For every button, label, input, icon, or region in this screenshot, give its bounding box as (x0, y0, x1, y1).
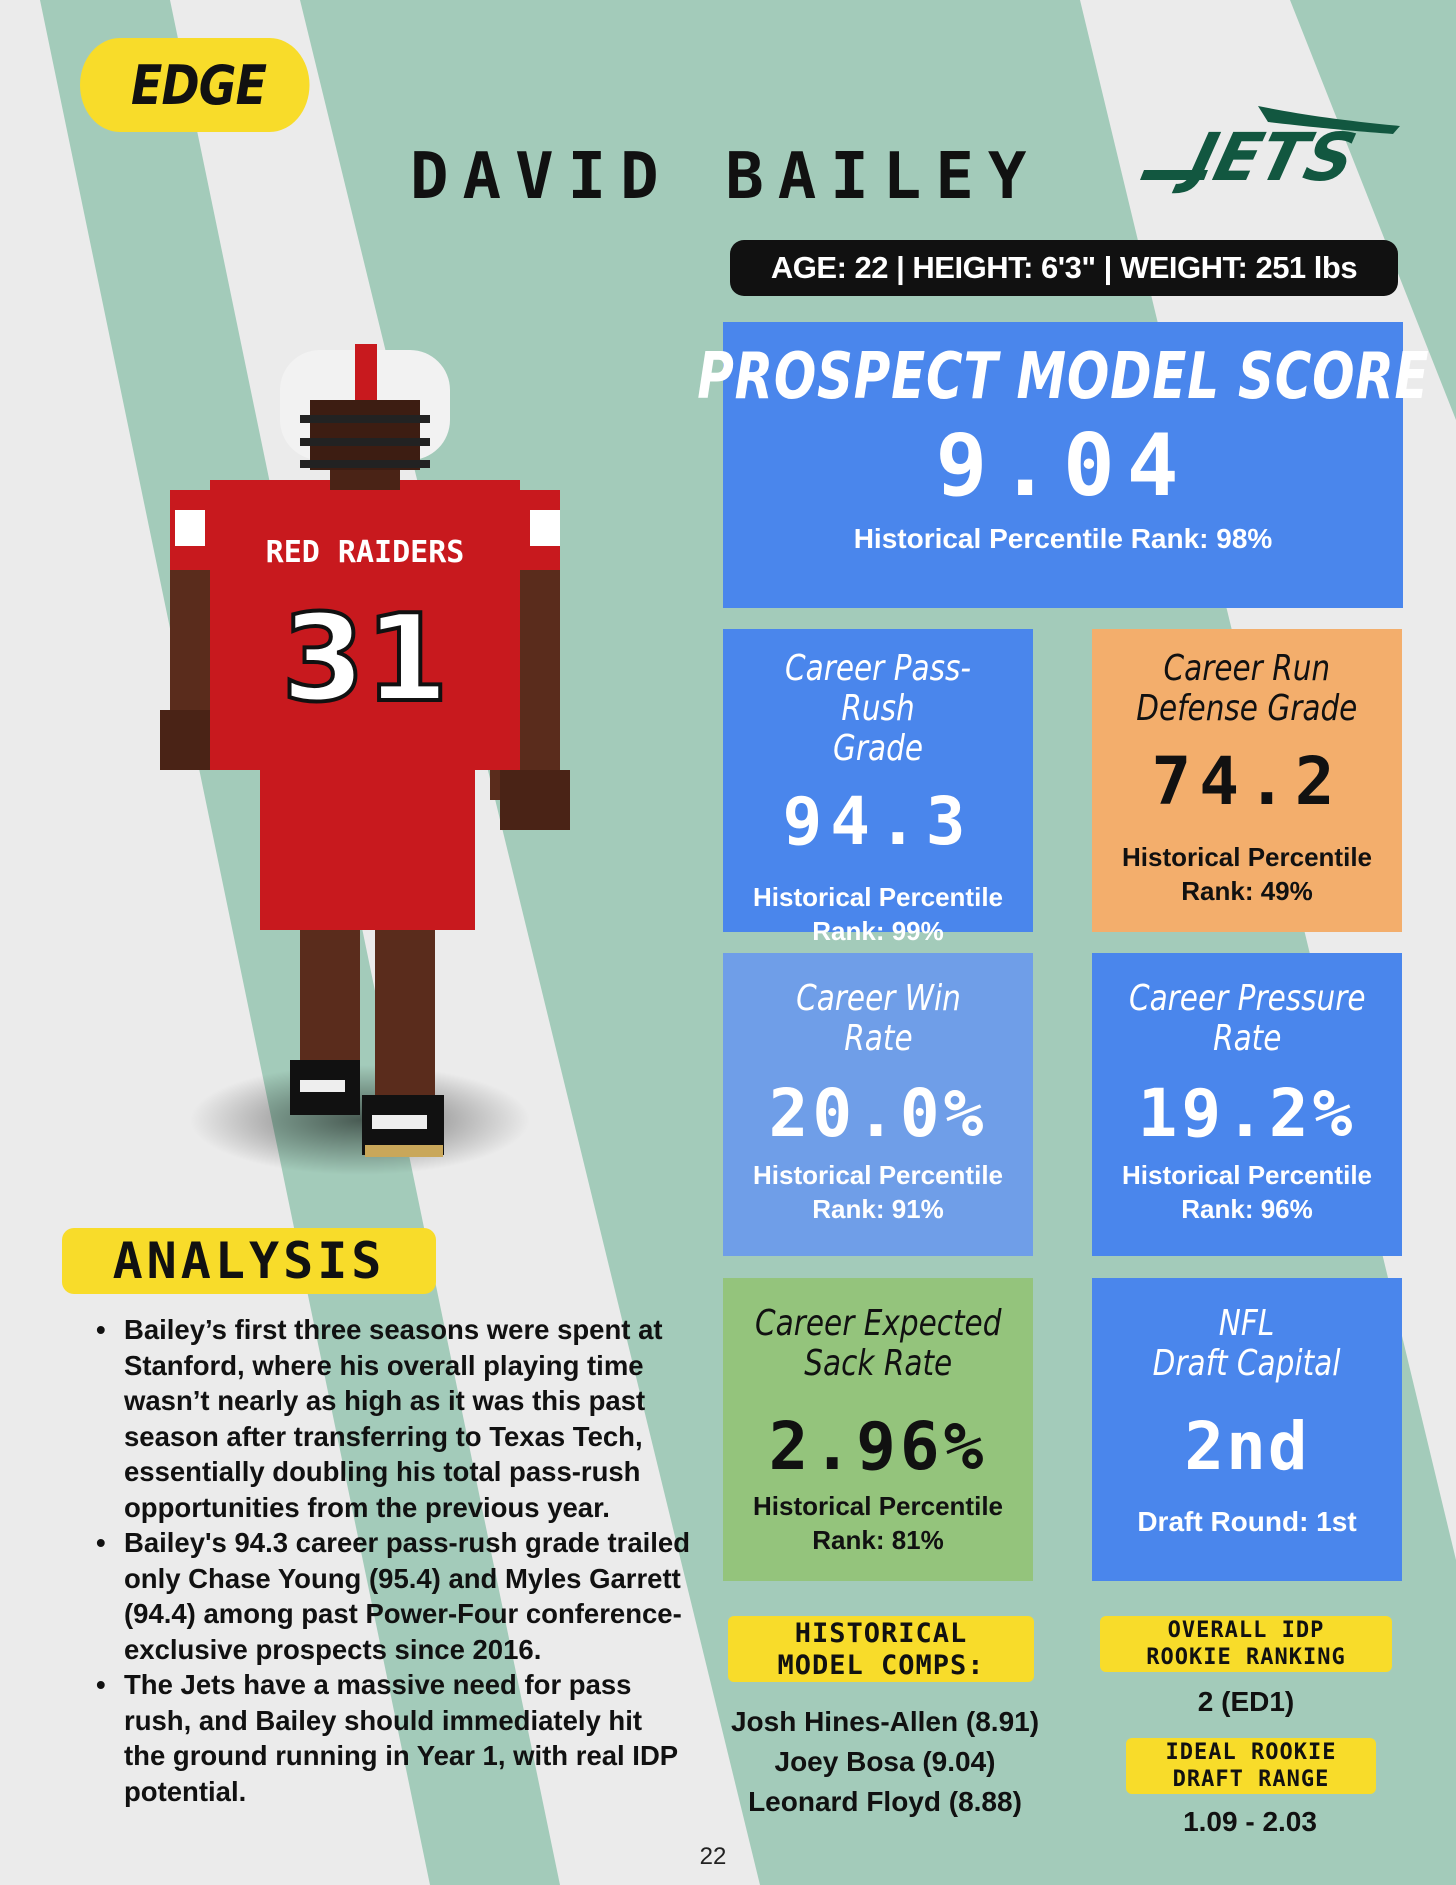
historical-comps-heading: HISTORICAL MODEL COMPS: (728, 1616, 1034, 1682)
prospect-model-score-box: PROSPECT MODEL SCORE 9.04 Historical Per… (697, 322, 1428, 608)
career-pressure-rate-box: Career Pressure Rate 19.2% Historical Pe… (1092, 953, 1402, 1256)
rookie-ranking-heading: OVERALL IDP ROOKIE RANKING (1100, 1616, 1392, 1672)
comp-item: Joey Bosa (9.04) (774, 1746, 996, 1777)
win-rate-title: Career Win Rate (795, 978, 961, 1059)
sack-rate-percentile: Historical Percentile Rank: 81% (753, 1491, 1003, 1555)
comp-item: Leonard Floyd (8.88) (748, 1786, 1022, 1817)
jets-logo-text: JETS (1170, 119, 1363, 196)
draft-range-heading: IDEAL ROOKIE DRAFT RANGE (1126, 1738, 1376, 1794)
pressure-rate-percentile: Historical Percentile Rank: 96% (1122, 1160, 1372, 1224)
analysis-bullet: Bailey’s first three seasons were spent … (90, 1312, 690, 1525)
pass-rush-value: 94.3 (782, 783, 974, 860)
run-defense-value: 74.2 (1151, 743, 1343, 820)
pressure-rate-title: Career Pressure Rate (1128, 978, 1366, 1059)
analysis-list: Bailey’s first three seasons were spent … (90, 1312, 690, 1809)
pixel-football-player-icon: RED RAIDERS 31 (160, 344, 570, 1175)
career-expected-sack-rate-box: Career Expected Sack Rate 2.96% Historic… (723, 1278, 1033, 1581)
rookie-ranking-value: 2 (ED1) (1197, 1686, 1295, 1717)
nfl-draft-capital-box: NFL Draft Capital 2nd Draft Round: 1st (1092, 1278, 1402, 1581)
prospect-model-value: 9.04 (935, 416, 1191, 516)
pass-rush-percentile: Historical Percentile Rank: 99% (753, 882, 1003, 946)
analysis-heading: ANALYSIS (62, 1228, 436, 1294)
jersey-number-text: 31 (282, 590, 449, 729)
run-defense-title: Career Run Defense Grade (1136, 648, 1358, 729)
career-pass-rush-grade-box: Career Pass-Rush Grade 94.3 Historical P… (723, 629, 1033, 946)
sack-rate-title: Career Expected Sack Rate (754, 1303, 1002, 1384)
prospect-model-percentile: Historical Percentile Rank: 98% (853, 523, 1273, 554)
analysis-bullet: Bailey's 94.3 career pass-rush grade tra… (90, 1525, 690, 1667)
sack-rate-value: 2.96% (768, 1408, 988, 1485)
historical-comps-list: Josh Hines-Allen (8.91) Joey Bosa (9.04)… (700, 1702, 1070, 1822)
draft-round: Draft Round: 1st (1137, 1506, 1357, 1537)
pass-rush-title: Career Pass-Rush Grade (785, 648, 971, 769)
player-name: DAVID BAILEY (410, 140, 1041, 214)
career-win-rate-box: Career Win Rate 20.0% Historical Percent… (723, 953, 1033, 1256)
draft-capital-title: NFL Draft Capital (1153, 1303, 1341, 1384)
player-bio: AGE: 22 | HEIGHT: 6'3" | WEIGHT: 251 lbs (730, 240, 1398, 296)
analysis-bullet: The Jets have a massive need for pass ru… (90, 1667, 690, 1809)
prospect-model-title: PROSPECT MODEL SCORE (696, 340, 1430, 414)
run-defense-percentile: Historical Percentile Rank: 49% (1122, 842, 1372, 906)
win-rate-percentile: Historical Percentile Rank: 91% (753, 1160, 1003, 1224)
pressure-rate-value: 19.2% (1137, 1075, 1357, 1152)
draft-capital-value: 2nd (1184, 1408, 1310, 1485)
draft-range-value: 1.09 - 2.03 (1183, 1806, 1317, 1837)
career-run-defense-grade-box: Career Run Defense Grade 74.2 Historical… (1092, 629, 1402, 932)
win-rate-value: 20.0% (768, 1075, 988, 1152)
comp-item: Josh Hines-Allen (8.91) (730, 1706, 1040, 1737)
player-illustration: RED RAIDERS 31 (150, 330, 590, 1180)
position-badge: EDGE (80, 38, 310, 132)
jersey-team-text: RED RAIDERS (266, 535, 465, 570)
page-number: 22 (699, 1843, 727, 1870)
jets-logo: JETS (1138, 96, 1408, 196)
